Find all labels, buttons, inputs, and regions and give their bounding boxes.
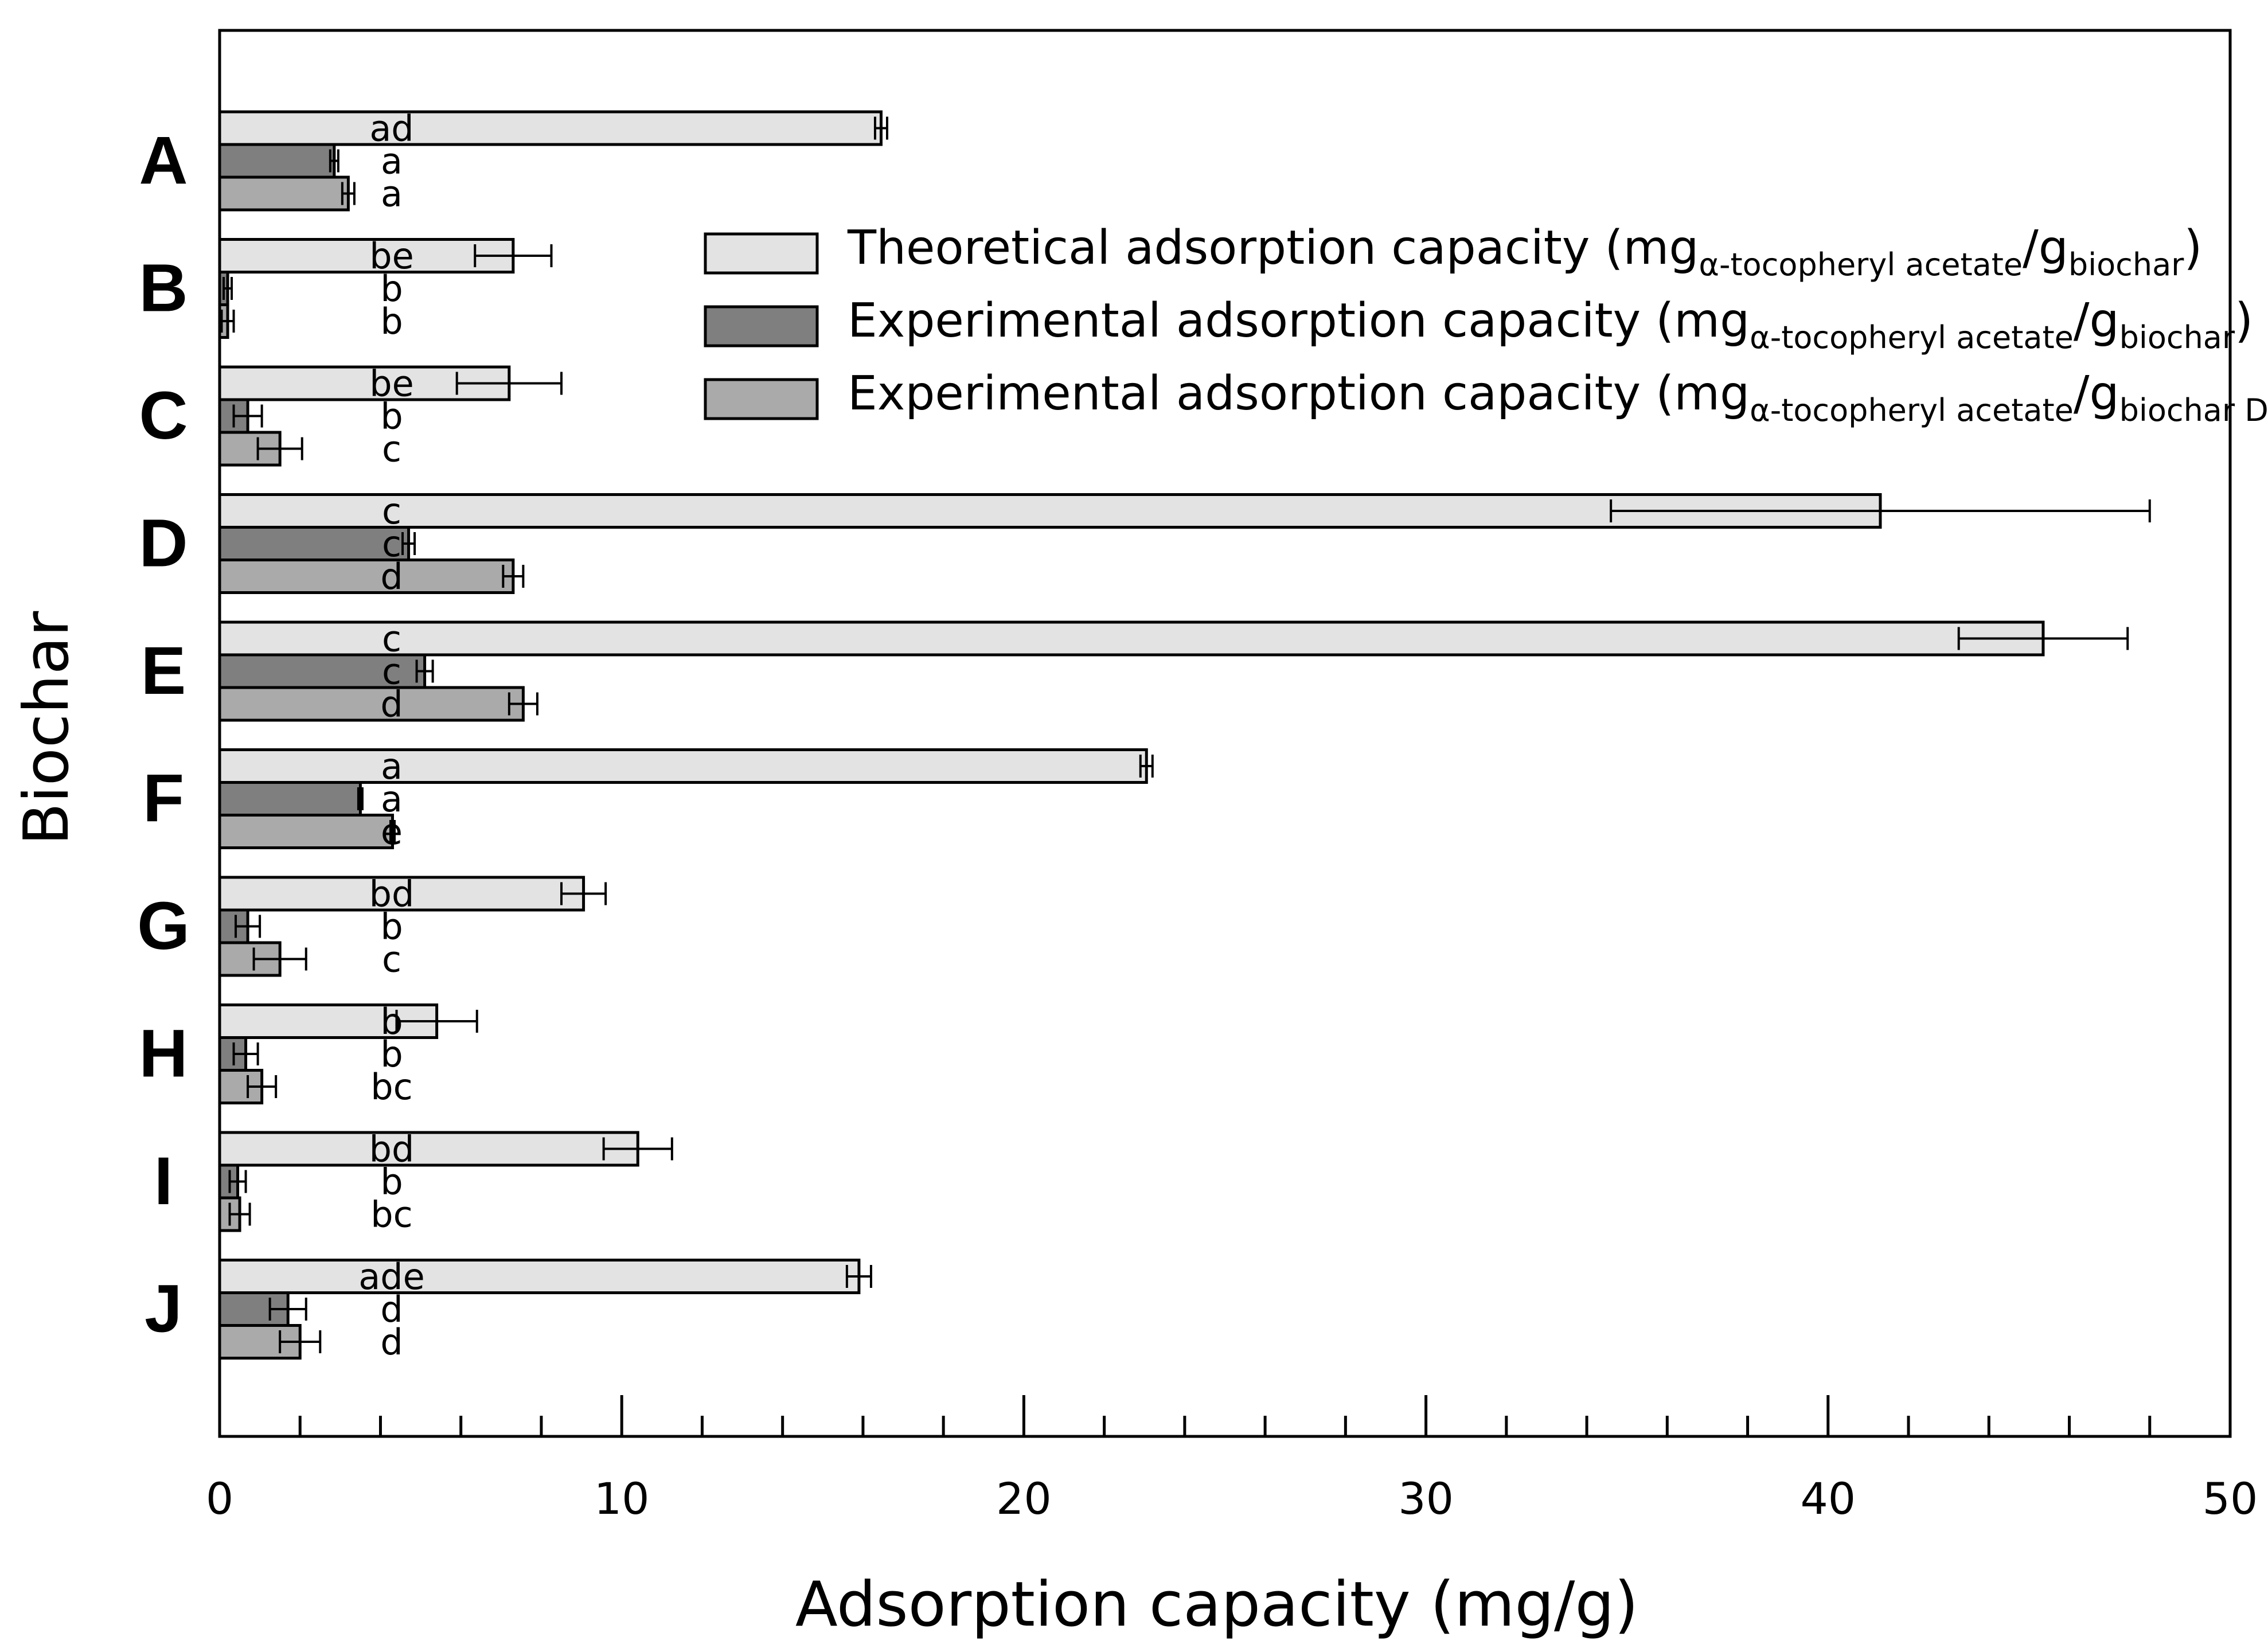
significance-letter: c — [382, 651, 401, 693]
significance-letter: a — [381, 745, 403, 787]
x-axis-ticks: 0 10 20 30 40 50 — [206, 1395, 2258, 1524]
significance-letter: d — [380, 556, 403, 597]
category-label: I — [154, 1143, 173, 1219]
bar — [218, 876, 585, 912]
significance-letter: bd — [369, 1128, 415, 1170]
plot-frame — [218, 29, 2232, 1438]
category-label: J — [145, 1271, 182, 1347]
significance-letter: c — [382, 428, 401, 470]
significance-letter: a — [381, 140, 403, 182]
significance-letter: b — [380, 1001, 403, 1042]
x-tick-label: 0 — [206, 1473, 233, 1524]
significance-letter: c — [382, 490, 401, 532]
legend-subscript: biochar — [2068, 247, 2184, 283]
significance-letter: b — [380, 1161, 403, 1203]
significance-letter: c — [382, 618, 401, 660]
bar — [218, 653, 427, 689]
bar — [218, 748, 1148, 784]
bar — [218, 781, 362, 817]
x-tick-label: 10 — [594, 1473, 650, 1524]
legend-text-part: /g — [2074, 294, 2119, 348]
legend-swatch — [704, 305, 819, 347]
x-tick-label: 50 — [2203, 1473, 2258, 1524]
significance-letter: be — [369, 235, 414, 277]
bar — [218, 143, 336, 179]
bar — [218, 559, 515, 594]
category-label: E — [141, 633, 186, 709]
significance-letter: b — [380, 396, 403, 438]
significance-letter: e — [381, 811, 403, 853]
x-axis-title: Adsorption capacity (mg/g) — [795, 1569, 1638, 1641]
legend-entry: Experimental adsorption capacity (mgα-to… — [848, 366, 2268, 428]
legend-text-part: Experimental adsorption capacity (mg — [848, 294, 1750, 348]
legend-subscript: α-tocopheryl acetate — [1750, 392, 2074, 428]
bar — [218, 110, 883, 146]
legend-text-part: /g — [2074, 366, 2119, 421]
legend-subscript: α-tocopheryl acetate — [1750, 319, 2074, 356]
significance-letter: b — [380, 300, 403, 342]
significance-letter: b — [380, 268, 403, 310]
bar — [218, 1131, 639, 1167]
bar — [218, 238, 515, 274]
significance-letter: ade — [358, 1256, 425, 1298]
legend-text-part: /g — [2023, 221, 2068, 275]
category-label: B — [139, 251, 188, 326]
significance-letter: bd — [369, 873, 415, 915]
significance-letter: a — [381, 778, 403, 820]
legend-text-part: Experimental adsorption capacity (mg — [848, 366, 1750, 421]
legend-subscript: biochar DM — [2119, 392, 2268, 428]
legend-subscript: α-tocopheryl acetate — [1699, 247, 2023, 283]
significance-letter: c — [382, 939, 401, 981]
category-label: F — [143, 761, 184, 837]
category-label: A — [139, 123, 188, 198]
x-tick-label: 40 — [1800, 1473, 1856, 1524]
significance-letter: d — [380, 1288, 403, 1330]
category-label: H — [139, 1016, 188, 1092]
bar — [218, 814, 395, 849]
legend-text-part: ) — [2235, 294, 2253, 348]
significance-letter: be — [369, 363, 414, 405]
bar — [218, 175, 350, 212]
legend-swatch — [704, 232, 819, 275]
x-tick-label: 30 — [1398, 1473, 1454, 1524]
legend: Theoretical adsorption capacity (mgα-toc… — [704, 221, 2268, 428]
significance-letter: b — [380, 906, 403, 948]
legend-swatch — [704, 378, 819, 420]
significance-letter: b — [380, 1033, 403, 1075]
bar — [218, 620, 2045, 657]
bar — [218, 1259, 861, 1294]
bar — [218, 526, 411, 561]
significance-letter: a — [381, 173, 403, 215]
bar — [218, 686, 525, 722]
significance-letter: bc — [370, 1066, 412, 1108]
plot-area — [218, 29, 2232, 1438]
legend-text-part: ) — [2184, 221, 2202, 275]
legend-subscript: biochar — [2119, 319, 2235, 356]
significance-letter: c — [382, 523, 401, 565]
category-label: D — [139, 506, 188, 581]
legend-text-part: Theoretical adsorption capacity (mg — [847, 221, 1699, 275]
significance-letter: d — [380, 1321, 403, 1363]
x-tick-label: 20 — [996, 1473, 1052, 1524]
category-label: G — [137, 888, 190, 964]
legend-entry: Theoretical adsorption capacity (mgα-toc… — [847, 221, 2202, 283]
significance-letter: bc — [370, 1194, 412, 1236]
category-label: C — [139, 378, 188, 454]
significance-letter: d — [380, 684, 403, 725]
significance-letter: ad — [369, 108, 413, 150]
y-axis-title: Biochar — [11, 611, 83, 845]
legend-entry: Experimental adsorption capacity (mgα-to… — [848, 294, 2253, 356]
